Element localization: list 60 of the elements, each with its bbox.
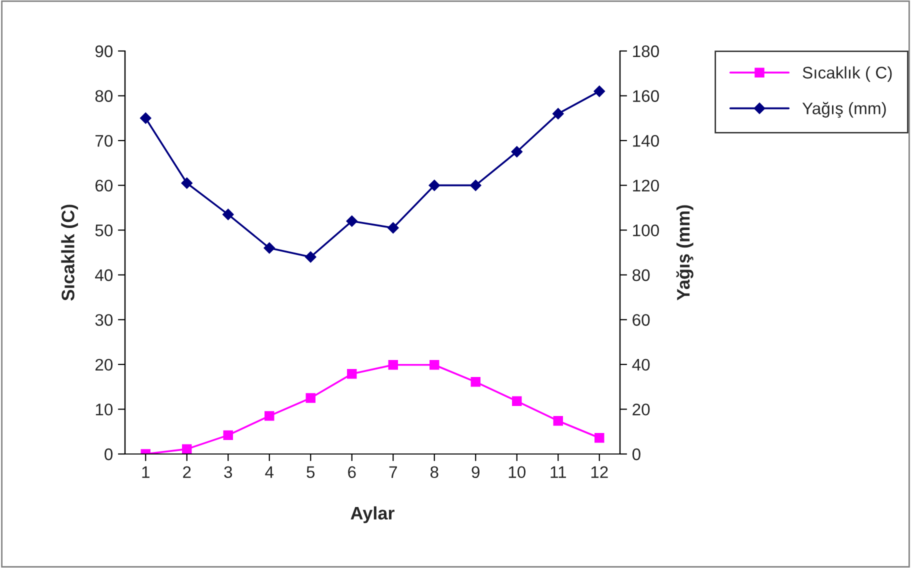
- point: [305, 251, 316, 263]
- y-tick-label: 60: [96, 180, 113, 192]
- x-tick-label: 1: [142, 466, 150, 478]
- y2-tick-label: 160: [633, 90, 659, 102]
- point: [552, 108, 564, 120]
- point: [264, 411, 274, 421]
- point: [594, 433, 604, 443]
- x-tick-label: 10: [508, 466, 526, 478]
- x-tick-label: 9: [472, 466, 480, 478]
- y-tick-label: 20: [95, 358, 113, 371]
- point: [346, 216, 358, 227]
- point: [264, 242, 275, 254]
- x-axis-title: Aylar: [350, 506, 394, 524]
- y-tick-label: 30: [95, 314, 113, 326]
- x-tick-label: 7: [389, 466, 397, 478]
- y2-tick-label: 60: [632, 314, 650, 326]
- point: [594, 86, 605, 97]
- point: [470, 377, 480, 387]
- y-tick-label: 10: [96, 404, 113, 416]
- y-tick-label: 70: [96, 134, 113, 147]
- y2-tick-label: 40: [632, 358, 650, 371]
- point: [512, 396, 522, 406]
- x-tick-label: 11: [550, 466, 566, 478]
- point: [430, 360, 440, 370]
- point: [222, 208, 234, 220]
- point: [140, 112, 152, 124]
- y2-tick-label: 20: [632, 404, 650, 416]
- y-axis-title: Sıcaklık (C): [61, 204, 78, 301]
- y2-tick-label: 100: [633, 224, 659, 236]
- point: [223, 430, 233, 440]
- y-tick-label: 40: [95, 269, 113, 282]
- y-tick-label: 0: [104, 448, 113, 460]
- x-tick-label: 2: [183, 466, 191, 478]
- y-tick-label: 50: [95, 224, 113, 236]
- point: [182, 444, 192, 454]
- x-tick-label: 3: [224, 466, 232, 478]
- y2-tick-label: 0: [632, 448, 640, 460]
- y2-tick-label: 180: [633, 45, 659, 58]
- legend-label: Yağış (mm): [802, 102, 886, 118]
- y-tick-label: 80: [95, 90, 113, 102]
- point: [181, 177, 192, 189]
- y2-tick-label: 80: [632, 269, 650, 282]
- y2-tick-label: 140: [633, 134, 659, 147]
- x-tick-label: 5: [306, 466, 315, 478]
- y-tick-label: 90: [95, 45, 113, 58]
- point: [388, 222, 399, 234]
- point: [428, 180, 440, 191]
- point: [306, 393, 316, 403]
- x-tick-label: 12: [591, 466, 608, 478]
- point: [347, 368, 357, 379]
- y2-axis-title: Yağış (mm): [676, 205, 694, 300]
- point: [470, 180, 482, 191]
- legend-label: Sıcaklık ( C): [802, 66, 892, 82]
- point: [511, 146, 522, 158]
- y2-tick-label: 120: [633, 180, 659, 192]
- point: [388, 360, 398, 370]
- x-tick-label: 8: [430, 466, 438, 478]
- point: [553, 416, 563, 426]
- x-tick-label: 6: [348, 466, 356, 478]
- x-tick-label: 4: [265, 466, 274, 478]
